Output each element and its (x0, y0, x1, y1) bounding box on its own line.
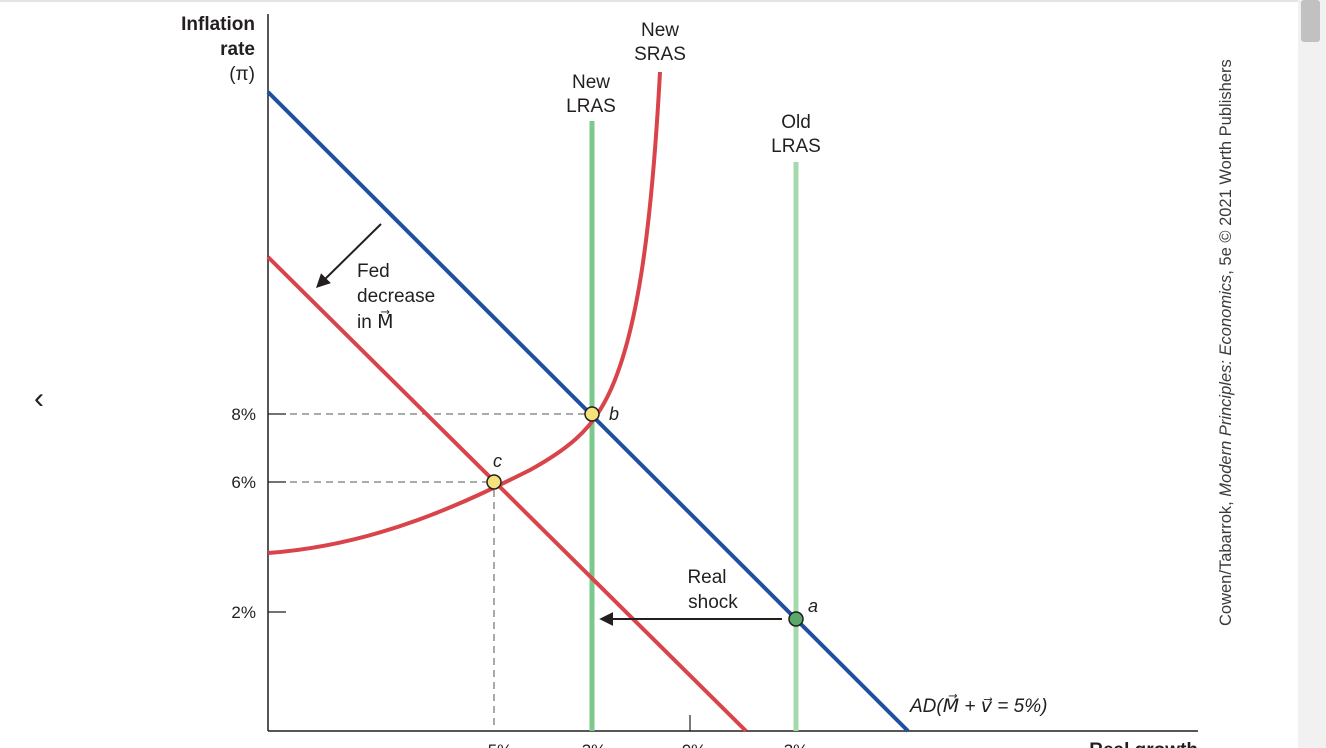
new-sras-curve (267, 71, 662, 555)
credit-line: Cowen/Tabarrok, Modern Principles: Econo… (1216, 6, 1236, 626)
fed-label-3: in M⃗ (357, 310, 393, 333)
top-divider (0, 0, 1298, 2)
credit-publisher: , 5e © 2021 Worth Publishers (1217, 59, 1235, 275)
y-tick-label-6: 6% (231, 473, 256, 492)
point-c-label: c (493, 451, 502, 471)
ad-label: AD(M⃗ + v⃗ = 5%) (909, 694, 1047, 717)
old-lras-label-2: LRAS (771, 136, 821, 157)
y-tick-label-2: 2% (231, 603, 256, 622)
x-tick-label-5: 5% (488, 741, 513, 748)
real-shock-label-2: shock (688, 592, 738, 613)
real-shock-label-1: Real (687, 567, 726, 588)
previous-chevron-icon[interactable]: ‹ (34, 382, 44, 415)
fed-decrease-arrow (316, 223, 382, 288)
point-a-label: a (808, 596, 818, 616)
new-ad-line (266, 255, 748, 733)
new-lras-label-1: New (572, 72, 610, 93)
fed-label-1: Fed (357, 261, 390, 282)
credit-authors: Cowen/Tabarrok, (1217, 496, 1235, 626)
point-b-label: b (609, 404, 619, 424)
point-c (486, 474, 502, 490)
x-axis-label: Real growth (1089, 740, 1198, 748)
point-b (584, 406, 600, 422)
new-lras-label-2: LRAS (566, 96, 616, 117)
old-lras-label-1: Old (781, 112, 811, 133)
scrollbar-thumb[interactable] (1301, 0, 1320, 42)
ad-as-chart: Inflation rate (π) 8% 6% 2% b c a New SR… (181, 14, 1198, 748)
y-axis-label-line-1: Inflation (181, 14, 255, 35)
y-axis-label-line-2: rate (220, 39, 255, 60)
credit-title: Modern Principles: Economics (1217, 274, 1235, 497)
x-tick-label-3-right: 3% (784, 741, 809, 748)
scrollbar-track[interactable] (1298, 0, 1326, 748)
y-tick-label-8: 8% (231, 405, 256, 424)
point-a (788, 611, 804, 627)
x-tick-label-3-left: 3% (582, 741, 607, 748)
y-axis-label-line-3: (π) (229, 64, 255, 85)
x-tick-label-0: 0% (682, 741, 707, 748)
fed-label-2: decrease (357, 286, 435, 307)
new-sras-label-2: SRAS (634, 44, 686, 65)
new-sras-label-1: New (641, 20, 679, 41)
